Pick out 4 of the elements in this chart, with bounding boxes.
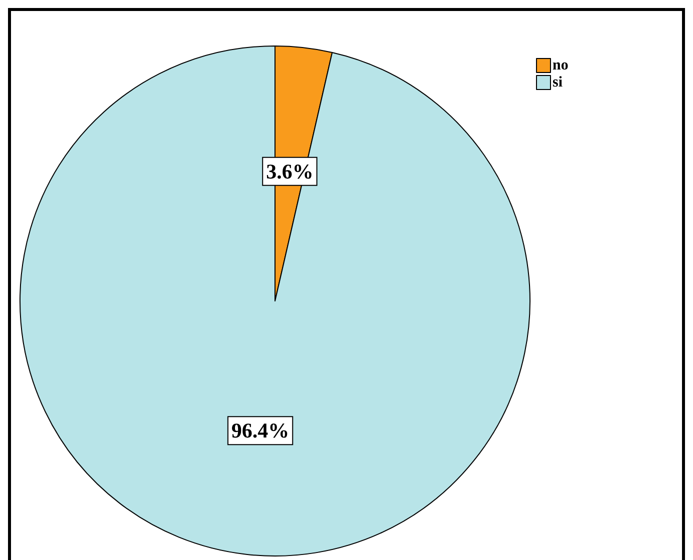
data-label: 96.4% xyxy=(231,418,290,443)
legend-label: no xyxy=(552,58,568,74)
legend-label: si xyxy=(552,74,563,90)
data-label: 3.6% xyxy=(266,159,314,184)
